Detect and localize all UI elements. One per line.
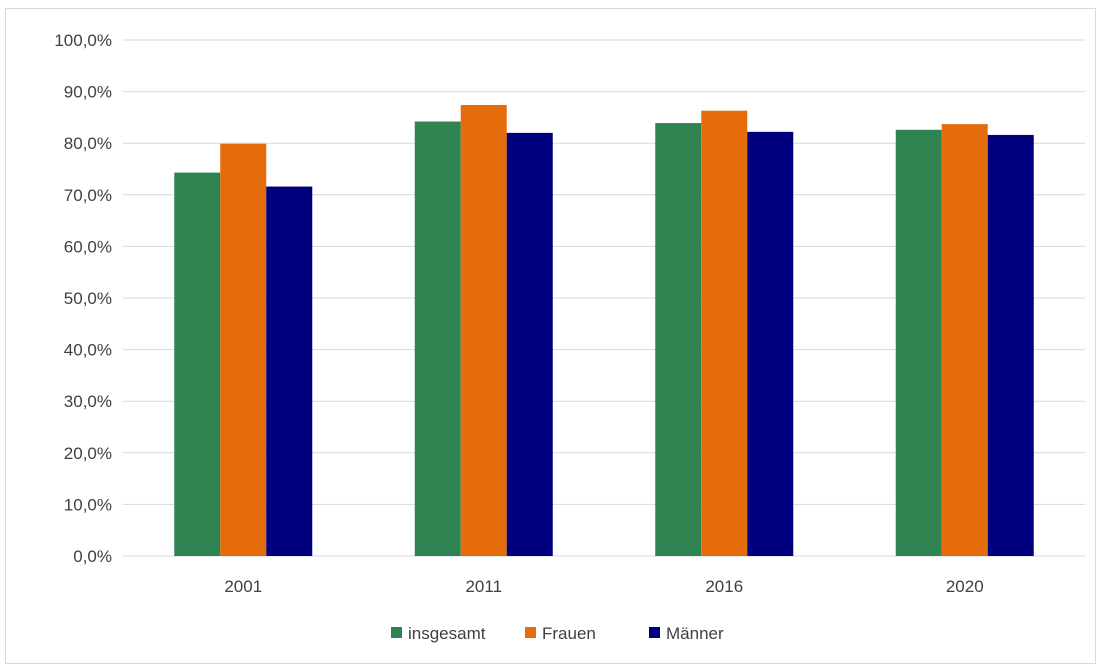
- legend-swatch: [649, 627, 660, 638]
- x-tick-label: 2001: [224, 577, 262, 596]
- y-tick-label: 40,0%: [64, 341, 112, 360]
- legend-label: Frauen: [542, 624, 596, 643]
- y-axis-ticks: 0,0% 10,0% 20,0% 30,0% 40,0% 50,0% 60,0% 70,0% 8…: [54, 31, 112, 566]
- legend-item-frauen: Frauen: [525, 624, 596, 643]
- bars: [174, 105, 1034, 557]
- bar-frauen-2020: [941, 124, 988, 556]
- legend-swatch: [391, 627, 402, 638]
- y-tick-label: 90,0%: [64, 83, 112, 102]
- bar-insgesamt-2011: [414, 121, 461, 556]
- bar-insgesamt-2001: [174, 172, 221, 556]
- bar-frauen-2011: [460, 105, 507, 557]
- y-tick-label: 0,0%: [73, 547, 112, 566]
- y-tick-label: 100,0%: [54, 31, 112, 50]
- legend: insgesamt Frauen Männer: [391, 624, 724, 643]
- bar-männer-2016: [747, 131, 794, 556]
- bar-chart: 0,0% 10,0% 20,0% 30,0% 40,0% 50,0% 60,0% 70,0% 8…: [54, 31, 1085, 643]
- x-tick-label: 2011: [465, 577, 502, 596]
- y-tick-label: 10,0%: [64, 495, 112, 514]
- y-tick-label: 50,0%: [64, 289, 112, 308]
- legend-label: insgesamt: [408, 624, 486, 643]
- legend-label: Männer: [666, 624, 724, 643]
- bar-insgesamt-2016: [655, 123, 702, 557]
- legend-swatch: [525, 627, 536, 638]
- bar-männer-2001: [266, 186, 313, 556]
- y-tick-label: 70,0%: [64, 186, 112, 205]
- y-tick-label: 80,0%: [64, 134, 112, 153]
- x-tick-label: 2020: [946, 577, 984, 596]
- y-tick-label: 30,0%: [64, 392, 112, 411]
- legend-item-männer: Männer: [649, 624, 724, 643]
- x-axis-ticks: 2001 2011 2016 2020: [224, 577, 983, 596]
- bar-männer-2020: [987, 134, 1034, 556]
- y-tick-label: 20,0%: [64, 444, 112, 463]
- y-tick-label: 60,0%: [64, 237, 112, 256]
- bar-insgesamt-2020: [895, 129, 942, 556]
- legend-item-insgesamt: insgesamt: [391, 624, 486, 643]
- chart-frame: 0,0% 10,0% 20,0% 30,0% 40,0% 50,0% 60,0% 70,0% 8…: [5, 8, 1096, 664]
- x-tick-label: 2016: [705, 577, 743, 596]
- bar-frauen-2001: [220, 143, 267, 556]
- bar-frauen-2016: [701, 110, 748, 556]
- bar-männer-2011: [506, 132, 553, 556]
